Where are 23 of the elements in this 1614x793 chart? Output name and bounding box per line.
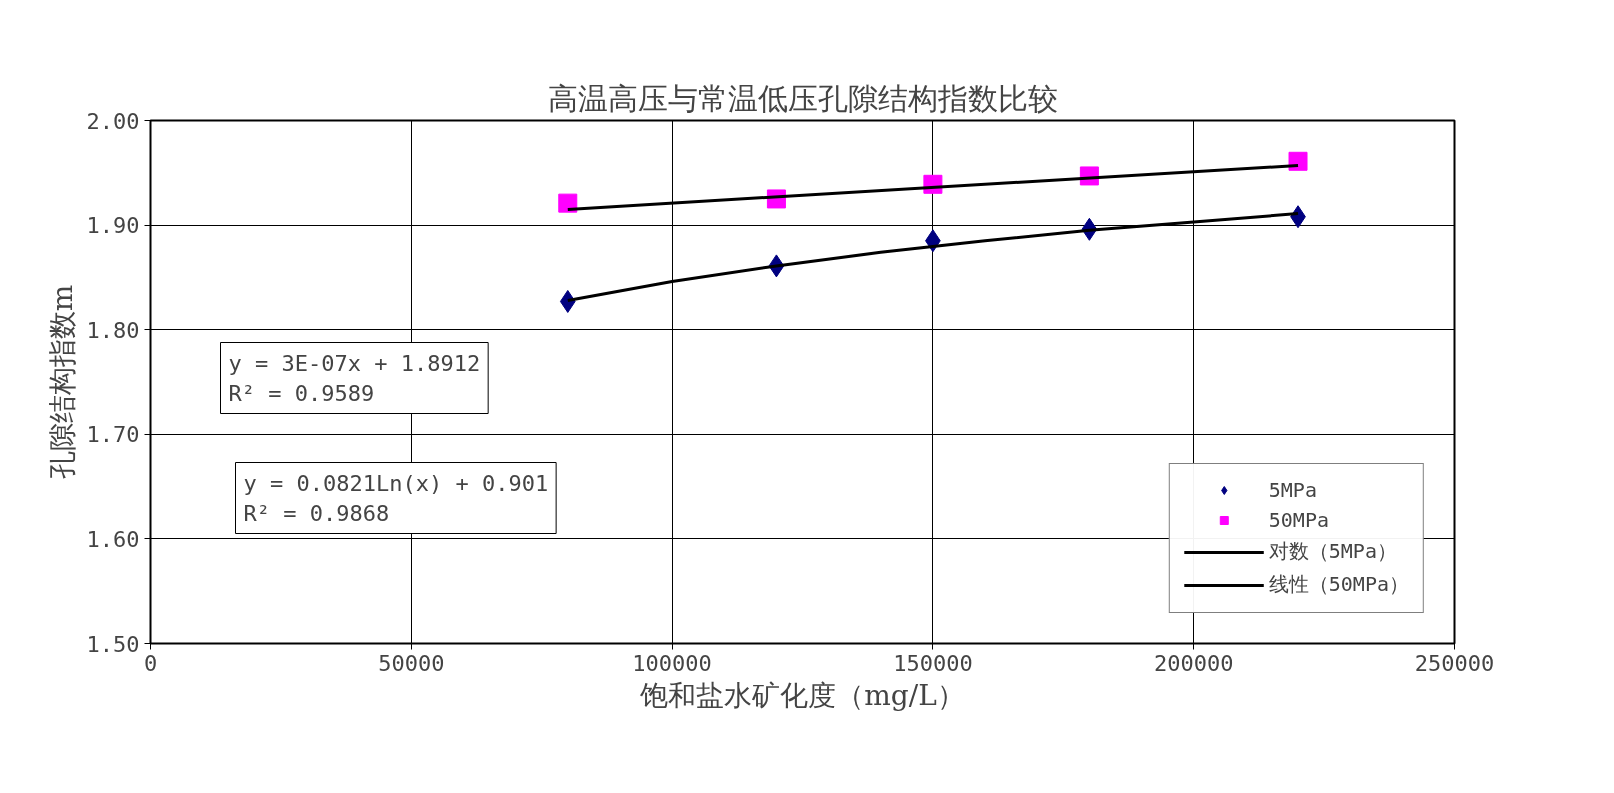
x-tick-label: 150000	[893, 650, 973, 676]
annotation: y = 3E-07x + 1.8912 R² = 0.9589	[228, 350, 481, 406]
legend-label: 线性（50MPa）	[1268, 571, 1409, 598]
y-tick-label: 1.70	[86, 422, 140, 448]
x-tick-label: 100000	[632, 650, 712, 676]
y-tick-label: 1.50	[86, 631, 140, 657]
y-axis-title: 孔隙结构指数m	[45, 284, 79, 480]
x-axis-title: 饱和盐水矿化度（mg/L）	[639, 678, 965, 712]
x-tick-label: 250000	[1414, 650, 1495, 676]
annotation: y = 0.0821Ln(x) + 0.901 R² = 0.9868	[243, 470, 549, 526]
y-tick-label: 1.60	[86, 526, 140, 552]
legend-label: 对数（5MPa）	[1268, 538, 1397, 565]
x-tick-label: 50000	[378, 650, 445, 676]
legend-label: 50MPa	[1268, 508, 1329, 532]
y-tick-label: 2.00	[86, 108, 140, 134]
point	[1288, 151, 1308, 171]
y-tick-label: 1.80	[86, 317, 140, 343]
chart-title: 高温高压与常温低压孔隙结构指数比较	[547, 80, 1058, 116]
legend-label: 5MPa	[1268, 478, 1317, 502]
point	[558, 193, 578, 213]
x-tick-label: 200000	[1153, 650, 1234, 676]
x-tick-label: 0	[143, 650, 158, 676]
y-tick-label: 1.90	[86, 213, 140, 239]
